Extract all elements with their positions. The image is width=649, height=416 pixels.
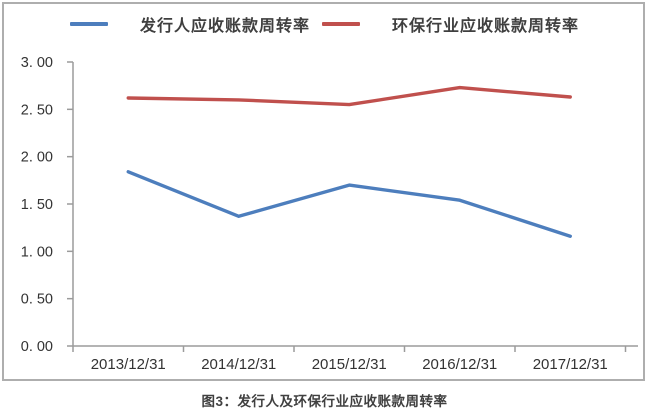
x-tick-label: 2014/12/31: [201, 356, 276, 373]
legend-item-industry: 环保行业应收账款周转率: [322, 12, 579, 36]
y-tick-label: 2. 00: [21, 150, 53, 166]
series-line-0: [126, 170, 572, 238]
y-tick-label: 0. 50: [21, 292, 53, 308]
x-tick-label: 2013/12/31: [91, 356, 166, 373]
legend-swatch-industry: [322, 22, 360, 26]
y-tick-label: 2. 50: [21, 102, 53, 118]
chart-legend: 发行人应收账款周转率 环保行业应收账款周转率: [0, 12, 649, 36]
legend-label-industry: 环保行业应收账款周转率: [392, 18, 580, 35]
legend-swatch-issuer: [69, 22, 108, 26]
legend-label-issuer: 发行人应收账款周转率: [139, 18, 310, 35]
series-line-1: [126, 85, 572, 107]
y-tick-label: 1. 00: [21, 244, 53, 260]
figure-caption: 图3：发行人及环保行业应收账款周转率: [201, 394, 448, 409]
legend-item-issuer: 发行人应收账款周转率: [69, 12, 310, 36]
y-tick-label: 0. 00: [21, 339, 53, 355]
x-tick-label: 2017/12/31: [533, 356, 608, 373]
x-tick-label: 2016/12/31: [422, 356, 497, 373]
y-tick-label: 1. 50: [21, 197, 53, 213]
y-tick-label: 3. 00: [21, 55, 53, 71]
x-tick-label: 2015/12/31: [312, 356, 387, 373]
